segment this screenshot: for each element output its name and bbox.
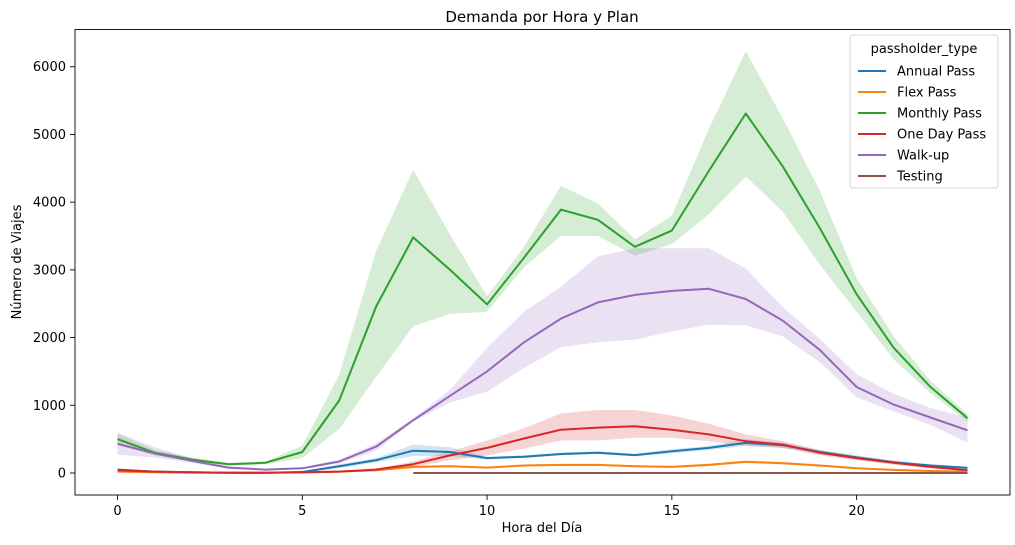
legend: passholder_type Annual Pass Flex Pass Mont… [849,34,999,189]
legend-box [849,34,999,189]
line-walk-up [117,287,968,471]
x-tick-label: 20 [848,504,865,519]
y-tick-label: 1000 [33,399,66,414]
legend-label-walk-up: Walk-up [897,149,949,164]
line-monthly-pass [117,112,969,466]
y-tick-label: 0 [58,466,66,481]
legend-label-flex-pass: Flex Pass [897,86,957,101]
y-tick-label: 3000 [33,263,66,278]
x-tick-label: 0 [113,504,121,519]
x-tick-label: 5 [298,504,306,519]
band-monthly-pass [117,51,968,466]
legend-label-annual-pass: Annual Pass [897,65,975,80]
legend-items: Annual Pass Flex Pass Monthly Pass One Day … [858,65,986,185]
confidence-bands [117,51,968,473]
legend-title: passholder_type [871,42,978,57]
legend-label-monthly-pass: Monthly Pass [897,107,982,122]
legend-label-one-day-pass: One Day Pass [897,128,986,143]
x-tick-label: 15 [664,504,681,519]
series-lines [117,112,969,474]
y-axis-ticks: 0 1000 2000 3000 4000 5000 6000 [33,60,75,481]
line-one-day-pass [117,425,968,474]
y-tick-label: 6000 [33,60,66,75]
legend-label-testing: Testing [896,170,943,185]
x-axis-label: Hora del Día [502,521,583,536]
y-tick-label: 2000 [33,331,66,346]
y-axis-label: Número de Viajes [10,204,25,319]
band-one-day-pass [117,410,968,473]
x-axis-ticks: 0 5 10 15 20 [113,495,865,519]
y-tick-label: 5000 [33,128,66,143]
plot-frame [74,29,1011,496]
y-tick-label: 4000 [33,196,66,211]
x-tick-label: 10 [479,504,496,519]
chart-title: Demanda por Hora y Plan [445,8,638,26]
